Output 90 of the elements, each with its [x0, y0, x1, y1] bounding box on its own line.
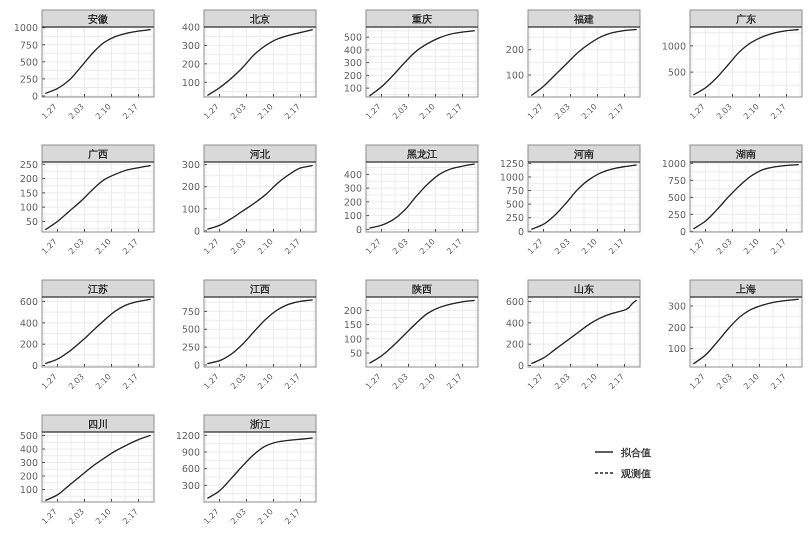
chart-title: 广东	[735, 14, 756, 26]
y-tick-label: 250	[506, 213, 524, 224]
y-tick-label: 0	[32, 91, 38, 102]
y-tick-label: 0	[518, 361, 524, 372]
y-tick-label: 400	[20, 318, 38, 330]
y-tick-label: 600	[20, 296, 38, 308]
y-tick-label: 400	[344, 45, 362, 56]
y-tick-label: 200	[506, 340, 524, 351]
y-tick-label: 1000	[14, 23, 38, 34]
chart-title: 北京	[249, 14, 270, 26]
y-tick-label: 1200	[176, 430, 200, 442]
chart-title: 上海	[735, 284, 756, 296]
chart-title: 重庆	[411, 14, 432, 26]
chart-title: 河北	[249, 148, 271, 160]
y-tick-label: 1000	[500, 172, 524, 184]
y-tick-label: 500	[668, 68, 686, 79]
y-tick-label: 200	[20, 340, 38, 351]
y-tick-label: 100	[20, 202, 38, 214]
y-tick-label: 1250	[500, 158, 524, 170]
y-tick-label: 250	[20, 74, 38, 86]
y-tick-label: 600	[182, 464, 200, 476]
y-tick-label: 100	[20, 484, 38, 496]
y-tick-label: 300	[20, 458, 38, 469]
chart-title: 浙江	[249, 418, 270, 430]
chart-title: 四川	[88, 418, 108, 430]
y-tick-label: 750	[506, 186, 524, 198]
y-tick-label: 900	[182, 448, 200, 458]
y-tick-label: 0	[194, 226, 200, 238]
y-tick-label: 250	[182, 342, 200, 354]
y-tick-label: 500	[20, 431, 38, 442]
chart-title: 湖南	[735, 148, 756, 160]
y-tick-label: 300	[182, 160, 200, 172]
y-tick-label: 300	[182, 40, 200, 52]
y-tick-label: 0	[518, 226, 524, 238]
y-tick-label: 200	[344, 197, 362, 208]
chart-title: 河南	[573, 148, 594, 160]
y-tick-label: 200	[182, 59, 200, 70]
y-tick-label: 750	[668, 176, 686, 187]
y-tick-label: 0	[32, 361, 38, 372]
y-tick-label: 400	[344, 170, 362, 181]
chart-title: 山东	[574, 284, 594, 296]
y-tick-label: 250	[668, 210, 686, 221]
y-tick-label: 500	[182, 324, 200, 336]
y-tick-label: 0	[194, 360, 200, 372]
y-tick-label: 0	[680, 226, 686, 238]
y-tick-label: 500	[344, 32, 362, 44]
y-tick-label: 200	[20, 174, 38, 186]
y-tick-label: 1000	[662, 158, 686, 170]
chart-title: 广西	[87, 148, 108, 160]
y-tick-label: 400	[20, 444, 38, 456]
y-tick-label: 200	[344, 70, 362, 82]
y-tick-label: 400	[506, 318, 524, 330]
y-tick-label: 400	[182, 22, 200, 34]
y-tick-label: 500	[20, 57, 38, 68]
legend-label: 拟合值	[620, 447, 651, 459]
chart-title: 福建	[573, 14, 594, 26]
y-tick-label: 500	[668, 192, 686, 204]
y-tick-label: 600	[506, 296, 524, 308]
chart-title: 安徽	[88, 14, 109, 26]
y-tick-label: 150	[344, 320, 362, 332]
y-tick-label: 50	[350, 348, 362, 360]
y-tick-label: 300	[344, 58, 362, 70]
y-tick-label: 750	[182, 306, 200, 318]
y-tick-label: 200	[668, 322, 686, 334]
y-tick-label: 750	[20, 40, 38, 52]
y-tick-label: 100	[506, 70, 524, 82]
y-tick-label: 300	[668, 301, 686, 312]
y-tick-label: 300	[344, 184, 362, 195]
y-tick-label: 200	[182, 182, 200, 194]
y-tick-label: 300	[182, 480, 200, 492]
y-tick-label: 100	[182, 204, 200, 216]
y-tick-label: 200	[506, 45, 524, 56]
y-tick-label: 200	[20, 471, 38, 482]
y-tick-label: 100	[344, 334, 362, 346]
chart-title: 江西	[249, 284, 270, 296]
y-tick-label: 150	[20, 188, 38, 200]
y-tick-label: 1000	[662, 41, 686, 52]
y-tick-label: 0	[356, 224, 362, 236]
legend-label: 观测值	[620, 468, 651, 480]
y-tick-label: 200	[344, 306, 362, 317]
y-tick-label: 100	[344, 84, 362, 95]
chart-title: 江苏	[87, 284, 108, 296]
y-tick-label: 500	[506, 200, 524, 211]
chart-title: 黑龙江	[406, 148, 437, 160]
y-tick-label: 50	[26, 216, 38, 228]
y-tick-label: 100	[182, 78, 200, 89]
y-tick-label: 250	[20, 160, 38, 171]
chart-title: 陕西	[412, 284, 432, 296]
y-tick-label: 100	[344, 211, 362, 222]
y-tick-label: 100	[668, 344, 686, 356]
